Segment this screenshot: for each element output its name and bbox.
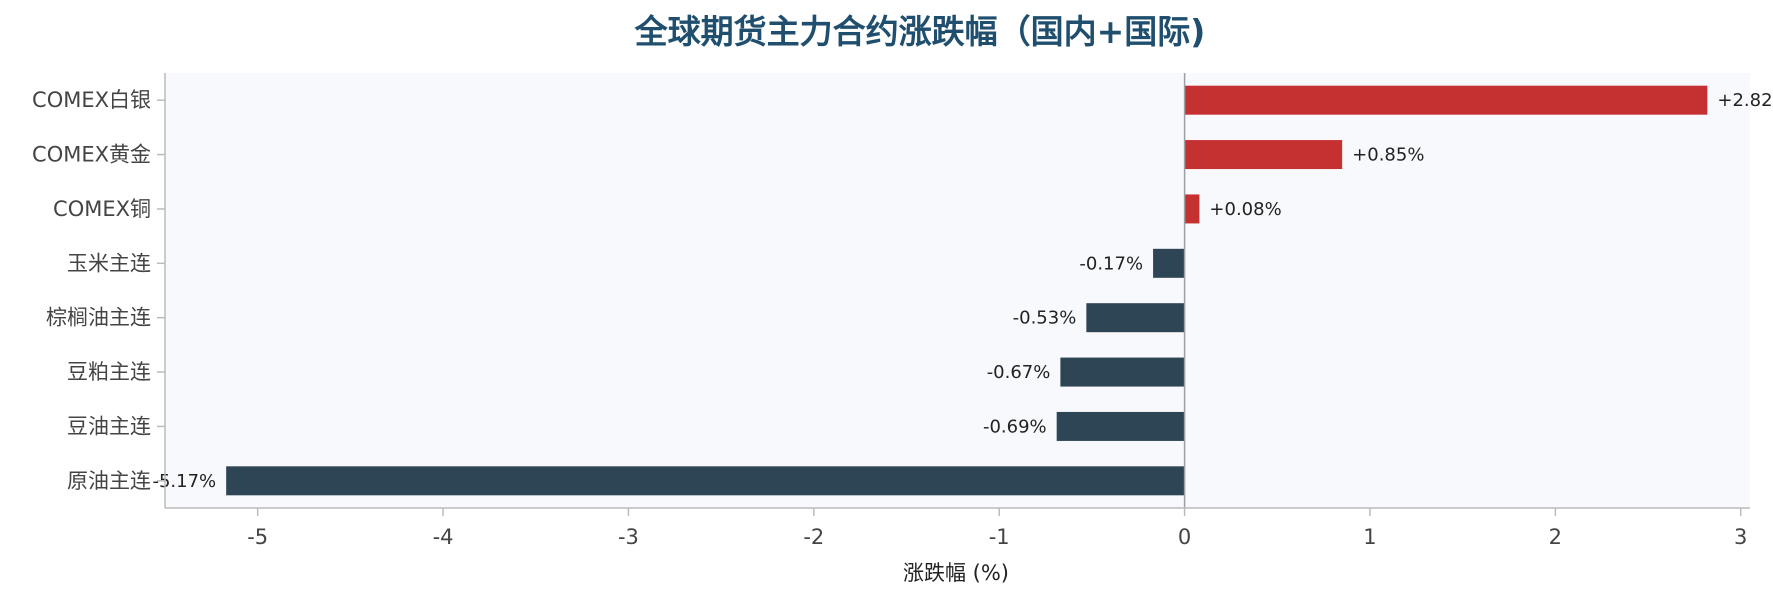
data-label: -0.17% bbox=[1079, 253, 1143, 274]
y-tick-label: 玉米主连 bbox=[67, 251, 151, 275]
bar bbox=[1184, 140, 1343, 170]
bar bbox=[1184, 85, 1708, 115]
data-labels-group: +2.82% +0.85% +0.08% -0.17% -0.53% -0.67% -0.6… bbox=[152, 90, 1773, 492]
y-tick-label: 棕榈油主连 bbox=[46, 306, 151, 330]
data-label: +2.82% bbox=[1717, 90, 1773, 111]
y-ticks-group: COMEX白银 COMEX黄金 COMEX铜玉米主连棕榈油主连豆粕主连豆油主连原油主… bbox=[32, 88, 165, 493]
data-label: -0.53% bbox=[1013, 308, 1077, 329]
x-axis-title: 涨跌幅 (%) bbox=[903, 561, 1009, 585]
bar bbox=[1184, 194, 1200, 224]
data-label: +0.85% bbox=[1352, 145, 1424, 166]
y-tick-label: 豆油主连 bbox=[67, 414, 151, 438]
bar bbox=[226, 466, 1185, 496]
data-label: -0.67% bbox=[987, 362, 1051, 383]
y-tick-label: 豆粕主连 bbox=[67, 360, 151, 384]
bar bbox=[1060, 357, 1185, 387]
y-tick-label: COMEX白银 bbox=[32, 88, 151, 112]
data-label: +0.08% bbox=[1209, 199, 1281, 220]
plot-area bbox=[165, 73, 1750, 508]
x-tick-label: 0 bbox=[1178, 525, 1191, 549]
bar bbox=[1153, 248, 1185, 278]
bars-group bbox=[226, 85, 1708, 496]
y-tick-label: 原油主连 bbox=[67, 469, 151, 493]
x-tick-label: -4 bbox=[433, 525, 454, 549]
x-tick-label: -3 bbox=[618, 525, 639, 549]
x-tick-label: -1 bbox=[989, 525, 1010, 549]
x-ticks-group: -5 -4 -3 -2 -1 0 1 2 3 bbox=[247, 508, 1747, 549]
x-tick-label: 2 bbox=[1549, 525, 1562, 549]
data-label: -5.17% bbox=[152, 471, 216, 492]
x-tick-label: 1 bbox=[1363, 525, 1376, 549]
x-tick-label: -2 bbox=[803, 525, 824, 549]
x-tick-label: -5 bbox=[247, 525, 268, 549]
bar bbox=[1086, 303, 1185, 333]
bar bbox=[1056, 411, 1185, 441]
x-tick-label: 3 bbox=[1734, 525, 1747, 549]
y-tick-label: COMEX黄金 bbox=[32, 143, 151, 167]
y-tick-label: COMEX铜 bbox=[53, 197, 151, 221]
data-label: -0.69% bbox=[983, 416, 1047, 437]
chart-title: 全球期货主力合约涨跌幅（国内+国际) bbox=[634, 12, 1206, 51]
